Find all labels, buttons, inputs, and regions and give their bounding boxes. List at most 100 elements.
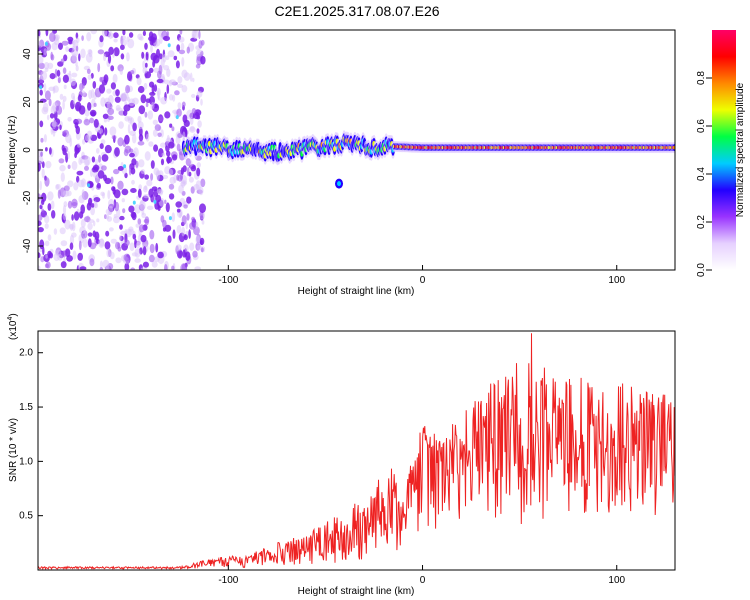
noise-dot	[152, 60, 156, 68]
noise-dot	[163, 79, 170, 85]
noise-dot	[177, 83, 184, 88]
noise-dot	[175, 115, 179, 120]
noise-dot	[197, 120, 202, 128]
noise-dot	[68, 39, 73, 45]
band-core	[672, 145, 675, 150]
noise-dot	[43, 48, 48, 56]
noise-dot	[185, 231, 189, 236]
noise-dot	[96, 182, 101, 189]
noise-dot	[157, 70, 162, 79]
noise-dot	[167, 43, 171, 48]
noise-dot	[98, 154, 102, 163]
snr-panel: -100 0 100 0.5 1.0 1.5 2.0 Height of straight…	[7, 313, 676, 597]
x-tick-label: -100	[218, 575, 238, 586]
noise-dot	[47, 191, 54, 201]
noise-dot	[175, 201, 182, 208]
noise-dot	[160, 57, 165, 68]
noise-dot	[143, 194, 150, 199]
noise-dot	[144, 42, 148, 50]
noise-dot	[131, 158, 137, 166]
noise-dot	[84, 165, 89, 171]
noise-dot	[171, 265, 175, 270]
noise-dot	[77, 252, 83, 261]
noise-dot	[199, 237, 205, 246]
noise-dot	[137, 115, 142, 123]
noise-dot	[186, 196, 192, 204]
noise-dot	[124, 262, 130, 270]
noise-dot	[162, 219, 167, 228]
noise-dot	[181, 101, 186, 108]
noise-dot	[121, 39, 128, 47]
noise-dot	[121, 188, 129, 196]
noise-dot	[161, 152, 166, 157]
noise-dot	[200, 55, 206, 65]
colorbar-tick-label: 0.0	[696, 263, 707, 277]
noise-dot	[138, 184, 142, 191]
noise-dot	[38, 55, 44, 65]
noise-dot	[80, 218, 86, 228]
noise-dot	[71, 72, 78, 78]
noise-dot	[124, 145, 132, 154]
y-tick-label: 2.0	[19, 348, 33, 359]
noise-dot	[43, 134, 48, 143]
noise-dot	[148, 254, 155, 263]
noise-dot	[38, 162, 41, 172]
noise-dot	[132, 233, 137, 240]
noise-dot	[107, 54, 112, 64]
noise-dot	[81, 178, 86, 188]
noise-dot	[71, 214, 74, 221]
noise-dot	[50, 54, 55, 61]
noise-dot	[60, 58, 65, 64]
noise-dot	[140, 169, 146, 175]
noise-dot	[181, 215, 187, 225]
noise-dot	[191, 216, 196, 222]
noise-dot	[72, 250, 77, 260]
noise-dot	[89, 117, 95, 124]
noise-dot	[122, 208, 126, 214]
noise-dot	[90, 89, 95, 99]
noise-dot	[129, 70, 135, 75]
noise-dot	[85, 52, 93, 63]
noise-dot	[181, 85, 188, 93]
colorbar-tick-label: 0.2	[696, 215, 707, 229]
noise-dot	[44, 177, 50, 187]
noise-dot	[174, 90, 180, 96]
noise-dot	[41, 208, 45, 213]
noise-dot	[156, 78, 164, 84]
noise-dot	[162, 174, 169, 180]
noise-dot	[175, 60, 180, 69]
x-tick-label: -100	[218, 275, 238, 286]
noise-dot	[43, 61, 50, 70]
noise-dot	[117, 180, 124, 190]
noise-dot	[107, 115, 114, 121]
noise-dot	[150, 160, 155, 169]
noise-dot	[59, 227, 66, 235]
noise-dot	[42, 102, 49, 113]
noise-dot	[152, 129, 158, 137]
noise-dot	[39, 85, 43, 90]
snr-multiplier: (x104)	[7, 313, 19, 340]
x-tick-label: 100	[608, 275, 625, 286]
noise-dot	[98, 84, 106, 94]
noise-dot	[49, 147, 52, 155]
noise-dot	[120, 53, 125, 60]
noise-dot	[65, 152, 69, 163]
noise-dot	[148, 141, 154, 147]
noise-dot	[96, 148, 100, 154]
noise-dot	[58, 42, 63, 50]
noise-dot	[98, 238, 105, 248]
noise-dot	[127, 38, 135, 49]
noise-dot	[177, 76, 183, 84]
noise-dot	[201, 219, 205, 225]
noise-dot	[86, 32, 92, 42]
noise-dot	[109, 126, 117, 136]
noise-dot	[38, 30, 41, 37]
noise-dot	[51, 42, 58, 51]
noise-dot	[195, 180, 202, 191]
noise-dot	[65, 46, 69, 52]
noise-dot	[87, 74, 92, 80]
noise-dot	[156, 88, 161, 97]
noise-dot	[88, 219, 95, 224]
noise-dot	[60, 172, 65, 182]
noise-dot	[180, 167, 184, 176]
